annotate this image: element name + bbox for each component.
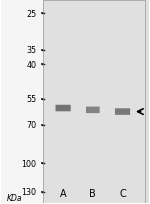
FancyBboxPatch shape [115, 109, 130, 115]
Text: KDa: KDa [7, 193, 22, 202]
Text: B: B [89, 188, 96, 198]
Text: 70: 70 [26, 121, 36, 130]
Bar [1, 1, 43, 203]
Text: 25: 25 [26, 10, 36, 19]
Text: 35: 35 [26, 46, 36, 55]
FancyBboxPatch shape [86, 107, 100, 114]
Text: C: C [119, 188, 126, 198]
Text: 130: 130 [21, 187, 36, 196]
Text: A: A [60, 188, 66, 198]
Text: 40: 40 [26, 60, 36, 69]
Text: 100: 100 [21, 159, 36, 168]
FancyBboxPatch shape [56, 105, 71, 112]
Bar [43, 1, 145, 203]
Text: 55: 55 [26, 95, 36, 104]
